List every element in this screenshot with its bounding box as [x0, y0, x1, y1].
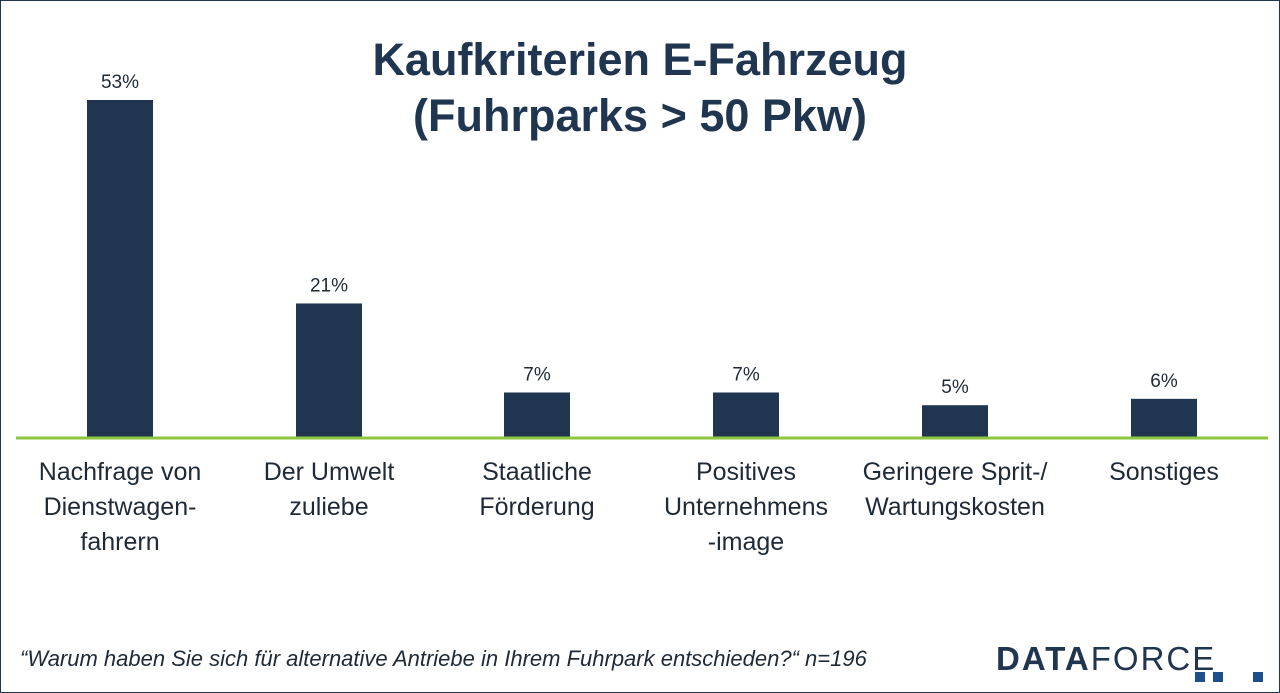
x-tick-label-line: fahrern [80, 528, 160, 556]
x-tick-label-line: -image [707, 528, 785, 556]
x-tick-label: Geringere Sprit-/ Wartungskosten [850, 455, 1060, 525]
x-tick-label-line: Nachfrage von [38, 458, 202, 486]
bar [296, 303, 362, 437]
x-tick-label-line: Dienstwagen- [43, 493, 197, 521]
bar [1131, 398, 1197, 437]
bar [87, 100, 153, 437]
chart-title: Kaufkriterien E-Fahrzeug (Fuhrparks > 50… [0, 32, 1280, 144]
chart-title-line-1: Kaufkriterien E-Fahrzeug [372, 34, 908, 85]
x-tick-label: Staatliche Förderung [432, 455, 642, 525]
bar [922, 405, 988, 437]
x-tick-label-line: Unternehmens [664, 493, 828, 521]
x-tick-label-line: Geringere Sprit-/ [862, 458, 1048, 486]
x-tick-label-line: zuliebe [289, 493, 369, 521]
x-tick-label-line: Wartungskosten [865, 493, 1045, 521]
x-tick-label: Nachfrage von Dienstwagen-fahrern [15, 455, 225, 560]
x-tick-label-line: Förderung [479, 493, 595, 521]
x-tick-label-line: Positives [695, 458, 797, 486]
bar-value-label: 6% [1150, 371, 1178, 392]
logo-dot [1195, 672, 1205, 682]
logo-bold-part: DATA [996, 640, 1091, 677]
x-tick-label: Sonstiges [1059, 455, 1269, 490]
x-tick-label-line: Staatliche [482, 458, 592, 486]
bar-value-label: 5% [941, 377, 969, 398]
survey-question-footnote: “Warum haben Sie sich für alternative An… [20, 646, 867, 671]
bar-value-label: 53% [101, 72, 139, 93]
bar [713, 392, 779, 437]
bar-value-label: 7% [523, 364, 551, 385]
x-tick-label-line: Sonstiges [1109, 458, 1219, 486]
logo-dot [1213, 672, 1223, 682]
bar-value-label: 7% [732, 364, 760, 385]
x-tick-label-line: Der Umwelt [263, 458, 395, 486]
logo-light-part: FORCE [1090, 640, 1217, 677]
chart-title-line-2: (Fuhrparks > 50 Pkw) [413, 90, 867, 141]
x-tick-label: Der Umwelt zuliebe [224, 455, 434, 525]
dataforce-logo: DATAFORCE [996, 640, 1216, 678]
x-tick-label: Positives Unternehmens -image [641, 455, 851, 560]
bar [504, 392, 570, 437]
logo-dot [1253, 672, 1263, 682]
bar-value-label: 21% [310, 275, 348, 296]
